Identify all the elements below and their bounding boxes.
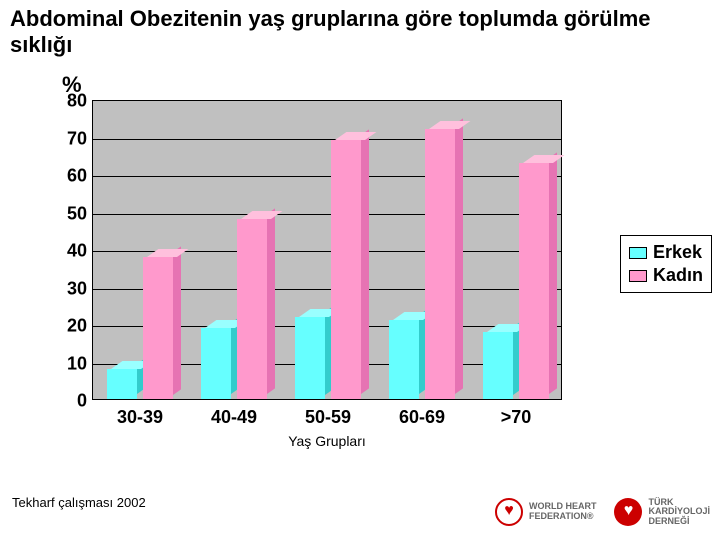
- bar-erkek: [295, 317, 325, 400]
- chart-area: % 01020304050607080 30-3940-4950-5960-69…: [20, 70, 610, 450]
- legend-swatch-kadin: [629, 270, 647, 282]
- bar-kadin: [519, 163, 549, 399]
- bar-erkek: [483, 332, 513, 400]
- bar-kadin: [237, 219, 267, 399]
- legend-swatch-erkek: [629, 247, 647, 259]
- page-title: Abdominal Obezitenin yaş gruplarına göre…: [0, 0, 720, 59]
- y-tick-label: 40: [67, 241, 87, 262]
- legend: Erkek Kadın: [620, 235, 712, 293]
- logo-tkd-text: TÜRKKARDİYOLOJİDERNEĞİ: [648, 498, 710, 526]
- bar-erkek: [201, 328, 231, 399]
- y-tick-label: 50: [67, 203, 87, 224]
- x-tick-label: 30-39: [117, 407, 163, 428]
- logo-whf-text: WORLD HEARTFEDERATION®: [529, 502, 597, 521]
- bar-erkek: [107, 369, 137, 399]
- y-tick-label: 30: [67, 278, 87, 299]
- x-tick-label: 60-69: [399, 407, 445, 428]
- legend-label-erkek: Erkek: [653, 242, 702, 263]
- y-tick-label: 60: [67, 166, 87, 187]
- logo-whf: ♥ WORLD HEARTFEDERATION®: [495, 498, 597, 526]
- y-tick-label: 80: [67, 91, 87, 112]
- x-tick-label: 40-49: [211, 407, 257, 428]
- heart-icon: ♥: [614, 498, 642, 526]
- y-tick-label: 20: [67, 316, 87, 337]
- legend-item-erkek: Erkek: [629, 242, 703, 263]
- bar-kadin: [425, 129, 455, 399]
- source-footnote: Tekharf çalışması 2002: [12, 495, 146, 510]
- x-tick-label: >70: [501, 407, 532, 428]
- bar-kadin: [143, 257, 173, 400]
- legend-label-kadin: Kadın: [653, 265, 703, 286]
- y-tick-label: 0: [77, 391, 87, 412]
- y-tick-label: 70: [67, 128, 87, 149]
- legend-item-kadin: Kadın: [629, 265, 703, 286]
- y-tick-label: 10: [67, 353, 87, 374]
- logo-tkd: ♥ TÜRKKARDİYOLOJİDERNEĞİ: [614, 498, 710, 526]
- x-axis-label: Yaş Grupları: [288, 433, 366, 449]
- plot-area: 01020304050607080 30-3940-4950-5960-69>7…: [92, 100, 562, 400]
- bar-kadin: [331, 140, 361, 399]
- heart-icon: ♥: [495, 498, 523, 526]
- x-tick-label: 50-59: [305, 407, 351, 428]
- bar-erkek: [389, 320, 419, 399]
- footer-logos: ♥ WORLD HEARTFEDERATION® ♥ TÜRKKARDİYOLO…: [495, 498, 710, 526]
